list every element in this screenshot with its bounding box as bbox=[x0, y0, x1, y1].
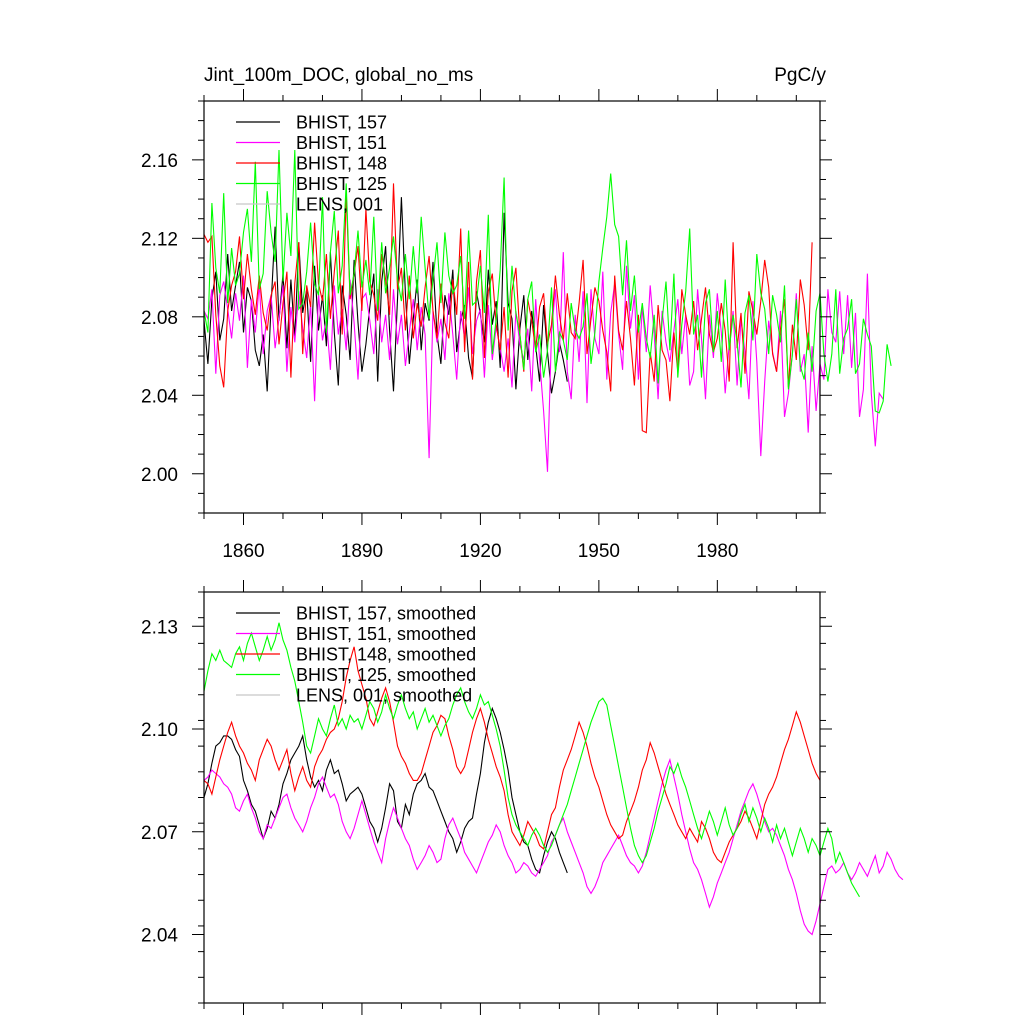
legend-label-0-3: BHIST, 125 bbox=[296, 174, 387, 194]
series-line-1-0 bbox=[203, 706, 568, 874]
plot-frame-0 bbox=[203, 100, 821, 514]
units-label: PgC/y bbox=[774, 65, 826, 86]
legend-label-1-1: BHIST, 151, smoothed bbox=[296, 624, 476, 644]
y-tick-label-1-1: 2.07 bbox=[141, 823, 178, 844]
x-tick-label-0-1: 1890 bbox=[341, 541, 383, 562]
y-tick-label-0-4: 2.16 bbox=[141, 151, 178, 172]
x-tick-label-0-3: 1950 bbox=[578, 541, 620, 562]
legend-label-1-3: BHIST, 125, smoothed bbox=[296, 665, 476, 685]
y-tick-label-0-2: 2.08 bbox=[141, 308, 178, 329]
series-line-1-1 bbox=[203, 757, 904, 936]
y-tick-label-0-1: 2.04 bbox=[141, 386, 178, 407]
legend-label-0-0: BHIST, 157 bbox=[296, 113, 387, 133]
panel-raw: 1860 1890 1920 1950 1980 2.00 2.04 2.08 2.12 2.16… bbox=[141, 89, 892, 562]
x-tick-label-0-0: 1860 bbox=[222, 541, 264, 562]
legend-label-1-0: BHIST, 157, smoothed bbox=[296, 604, 476, 624]
y-tick-label-0-3: 2.12 bbox=[141, 229, 178, 250]
plot-title: Jint_100m_DOC, global_no_ms bbox=[204, 65, 473, 86]
legend-label-0-4: LENS, 001 bbox=[296, 195, 383, 215]
series-line-0-1 bbox=[203, 252, 884, 472]
x-tick-label-0-4: 1980 bbox=[696, 541, 738, 562]
y-tick-label-1-3: 2.13 bbox=[141, 617, 178, 638]
y-tick-label-1-2: 2.10 bbox=[141, 720, 178, 741]
series-line-0-3 bbox=[203, 149, 892, 414]
x-tick-label-0-2: 1920 bbox=[459, 541, 501, 562]
y-tick-label-0-0: 2.00 bbox=[141, 465, 178, 486]
series-line-1-3 bbox=[203, 622, 860, 898]
series-line-0-2 bbox=[203, 183, 813, 434]
y-tick-label-1-0: 2.04 bbox=[141, 926, 178, 947]
legend-label-0-1: BHIST, 151 bbox=[296, 133, 387, 153]
legend-label-0-2: BHIST, 148 bbox=[296, 154, 387, 174]
legend-label-1-4: LENS, 001, smoothed bbox=[296, 686, 472, 706]
legend-label-1-2: BHIST, 148, smoothed bbox=[296, 645, 476, 665]
series-line-1-2 bbox=[203, 646, 821, 864]
